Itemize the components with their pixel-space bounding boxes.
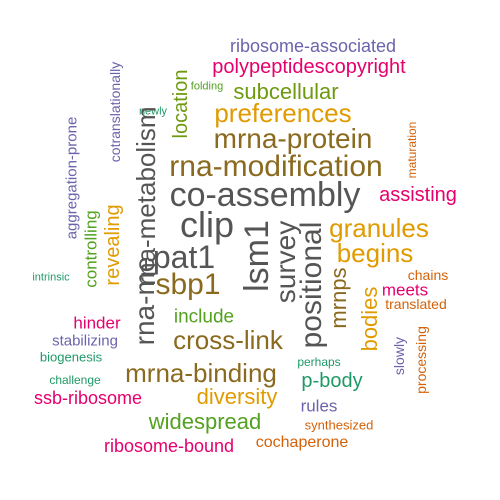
word-pat1: pat1 (152, 239, 216, 275)
word-slowly: slowly (391, 336, 407, 376)
word-diversity: diversity (196, 384, 278, 409)
word-p-body: p-body (301, 370, 363, 392)
word-polypeptidescopyright: polypeptidescopyright (212, 56, 406, 78)
word-rules: rules (300, 396, 338, 416)
word-challenge: challenge (49, 373, 101, 387)
word-cross-link: cross-link (173, 325, 283, 355)
word-aggregation-prone: aggregation-prone (63, 116, 81, 240)
word-meets: meets (381, 280, 429, 300)
word-newly: newly (138, 105, 168, 118)
word-mrna-binding: mrna-binding (125, 358, 277, 388)
word-ribosome-bound: ribosome-bound (103, 436, 235, 456)
word-chains: chains (407, 267, 449, 283)
word-mrnps: mrnps (326, 267, 351, 329)
word-perhaps: perhaps (297, 355, 341, 369)
word-ssb-ribosome: ssb-ribosome (33, 388, 143, 408)
word-assisting: assisting (379, 184, 457, 206)
word-biogenesis: biogenesis (39, 349, 103, 365)
word-mrna-protein: mrna-protein (213, 123, 373, 154)
word-co-assembly: co-assembly (169, 176, 361, 214)
word-location: location (170, 69, 192, 139)
word-positional: positional (295, 221, 328, 349)
word-subcellular: subcellular (233, 79, 339, 104)
word-clip: clip (179, 204, 235, 245)
word-begins: begins (336, 238, 414, 268)
word-controlling: controlling (81, 210, 101, 288)
word-revealing: revealing (102, 204, 124, 286)
word-maturation: maturation (405, 121, 419, 179)
word-intrinsic: intrinsic (32, 271, 70, 284)
word-hinder: hinder (73, 313, 121, 333)
word-sbp1: sbp1 (155, 268, 221, 301)
word-granules: granules (329, 213, 429, 243)
word-preferences: preferences (214, 98, 352, 128)
word-rna-modification: rna-modification (169, 150, 383, 183)
word-lsm1: lsm1 (238, 220, 276, 292)
word-synthesized: synthesized (304, 417, 374, 433)
word-folding: folding (190, 80, 224, 93)
word-include: include (173, 306, 235, 328)
word-widespread: widespread (148, 409, 262, 434)
word-cochaperone: cochaperone (255, 434, 349, 451)
word-bodies: bodies (357, 286, 382, 352)
word-translated: translated (385, 296, 447, 312)
word-ribosome-associated: ribosome-associated (229, 36, 397, 56)
word-stabilizing: stabilizing (52, 332, 118, 350)
word-processing: processing (413, 326, 429, 394)
word-cotranslationally: cotranslationally (107, 61, 123, 163)
